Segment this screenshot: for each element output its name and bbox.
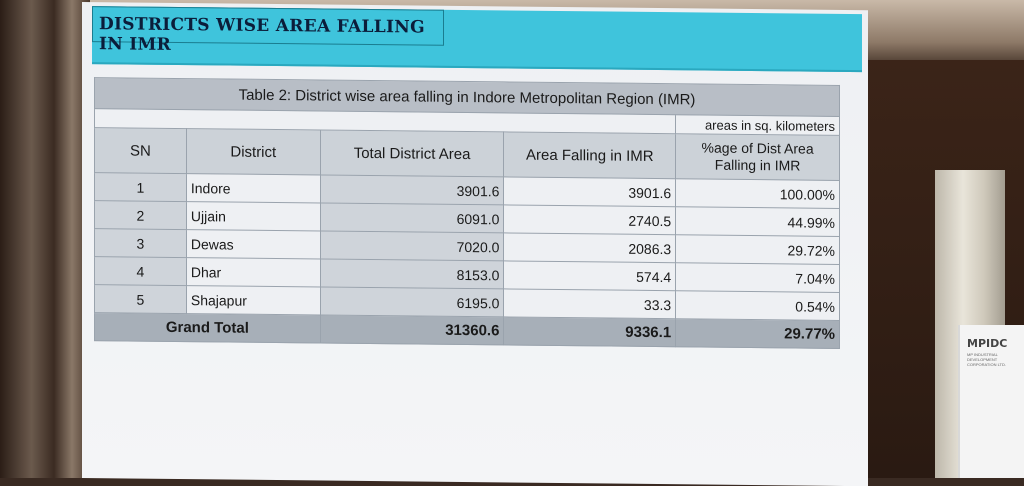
projected-slide: DISTRICTS WISE AREA FALLING IN IMR Table…	[82, 2, 868, 486]
row-pct: 44.99%	[675, 206, 840, 237]
header-total-area: Total District Area	[320, 129, 504, 177]
row-sn: 2	[94, 200, 187, 230]
row-district: Shajapur	[186, 285, 321, 315]
header-pct: %age of Dist Area Falling in IMR	[675, 133, 840, 181]
table-header-row: SN District Total District Area Area Fal…	[94, 127, 840, 181]
row-pct: 100.00%	[675, 178, 840, 209]
row-district: Indore	[186, 173, 321, 203]
row-pct: 29.72%	[675, 234, 840, 265]
row-pct: 7.04%	[675, 262, 840, 293]
row-sn: 4	[94, 256, 187, 286]
row-area-in-imr: 2740.5	[503, 204, 676, 235]
grand-total-label: Grand Total	[94, 312, 321, 343]
row-total-area: 3901.6	[320, 174, 504, 205]
mpidc-sign: MPIDC MP INDUSTRIAL DEVELOPMENT CORPORAT…	[958, 325, 1024, 478]
row-sn: 1	[94, 172, 187, 202]
row-total-area: 6195.0	[320, 286, 504, 317]
slide-title: DISTRICTS WISE AREA FALLING IN IMR	[99, 14, 425, 55]
mpidc-subtitle: MP INDUSTRIAL DEVELOPMENT CORPORATION LT…	[967, 352, 1006, 367]
grand-total-pct: 29.77%	[675, 318, 840, 349]
slide-title-box: DISTRICTS WISE AREA FALLING IN IMR	[92, 6, 444, 55]
header-district: District	[186, 128, 321, 175]
row-area-in-imr: 574.4	[503, 260, 676, 291]
row-pct: 0.54%	[675, 290, 840, 321]
row-area-in-imr: 3901.6	[503, 176, 676, 207]
mpidc-logo: MPIDC	[967, 337, 1008, 350]
grand-total-imr: 9336.1	[503, 316, 676, 347]
left-curtain	[0, 0, 90, 478]
header-sn: SN	[94, 127, 187, 174]
row-sn: 3	[94, 228, 187, 258]
units-note: areas in sq. kilometers	[675, 114, 840, 136]
district-area-table: Table 2: District wise area falling in I…	[94, 77, 840, 349]
row-total-area: 7020.0	[320, 230, 504, 261]
slide-title-bar: DISTRICTS WISE AREA FALLING IN IMR	[92, 6, 862, 73]
row-district: Dewas	[186, 229, 321, 259]
row-total-area: 8153.0	[320, 258, 504, 289]
grand-total-area: 31360.6	[320, 314, 504, 345]
row-district: Dhar	[186, 257, 321, 287]
header-area-in-imr: Area Falling in IMR	[503, 131, 676, 179]
row-area-in-imr: 2086.3	[503, 232, 676, 263]
row-total-area: 6091.0	[320, 202, 504, 233]
row-area-in-imr: 33.3	[503, 288, 676, 319]
row-sn: 5	[94, 284, 187, 314]
row-district: Ujjain	[186, 201, 321, 231]
